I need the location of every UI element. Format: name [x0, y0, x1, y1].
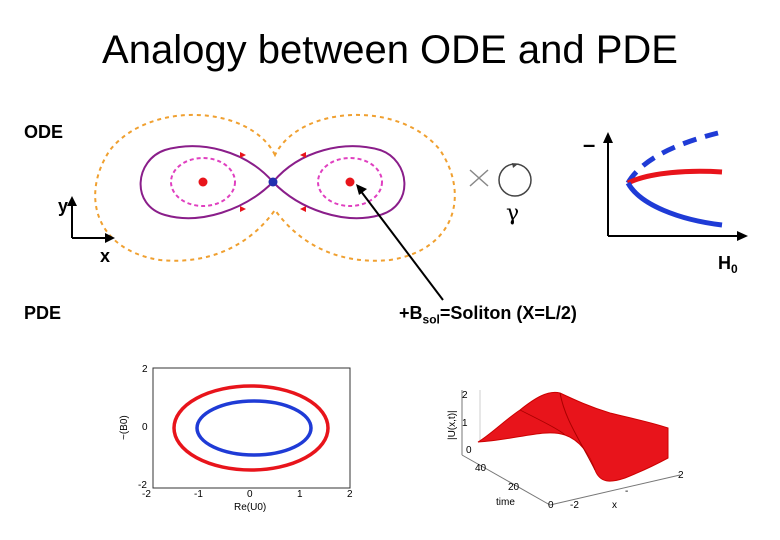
- gamma-label: γ: [506, 201, 519, 226]
- ztick-1: 1: [462, 418, 468, 429]
- xtick-2: 2: [347, 489, 353, 500]
- soliton-surface: [477, 391, 669, 482]
- flow-arrow-4: [300, 206, 306, 212]
- ytick-neg2: -2: [138, 480, 147, 491]
- stable-branch-upper: [626, 168, 723, 186]
- ode-label: ODE: [24, 122, 64, 142]
- dash-label: –: [583, 132, 595, 157]
- phase-portrait: [94, 113, 456, 262]
- ytick-2: 2: [142, 364, 148, 375]
- unstable-branch-dashed: [625, 130, 719, 185]
- annotation-rest: =Soliton (X=L/2): [439, 303, 577, 323]
- annotation-subscript: sol: [422, 312, 440, 327]
- xtick-0: 0: [247, 489, 253, 500]
- time-tick-0: 0: [548, 500, 554, 511]
- outer-orbit-red: [172, 384, 330, 472]
- pde-orbit-plot: 2 0 -2 -2 -1 0 1 2 Re(U0) ~(B0): [119, 364, 353, 513]
- surface-zlabel: |U(x,t)|: [447, 410, 458, 440]
- time-tick-40: 40: [475, 463, 487, 474]
- page-title: Analogy between ODE and PDE: [102, 28, 678, 72]
- axis-y-label: y: [58, 196, 68, 216]
- bifurcation-diagram: H0: [603, 130, 748, 276]
- outer-separatrix-orange: [94, 113, 456, 262]
- inner-orbit-blue: [195, 399, 313, 457]
- time-axis-label: time: [496, 497, 515, 508]
- flow-arrow-2: [300, 152, 306, 158]
- pde-label: PDE: [24, 303, 62, 323]
- ytick-0: 0: [142, 422, 148, 433]
- saddle-point: [268, 177, 278, 187]
- left-center-point: [198, 177, 208, 187]
- annotation-prefix: +B: [399, 303, 423, 323]
- orbit-ylabel: ~(B0): [119, 415, 130, 440]
- x-tick-mid: -: [625, 486, 628, 497]
- x-tick-2: 2: [678, 470, 684, 481]
- xtick-1: 1: [297, 489, 303, 500]
- right-inner-orbit: [317, 157, 383, 207]
- h0-axis-label: H0: [718, 253, 738, 276]
- stable-branch-lower: [625, 181, 723, 228]
- left-inner-orbit: [170, 157, 236, 207]
- xtick-neg2: -2: [142, 489, 151, 500]
- ztick-2: 2: [462, 390, 468, 401]
- soliton-pointer-arrow: [356, 184, 444, 301]
- ztick-0: 0: [466, 445, 472, 456]
- soliton-annotation: +Bsol=Soliton (X=L/2): [399, 303, 577, 327]
- x-tick-neg2: -2: [570, 500, 579, 511]
- gamma-symbol-group: γ: [469, 163, 532, 226]
- pde-surface-plot: 2 1 0 |U(x,t)| 40 20 0 time -2 - 2 x: [447, 390, 684, 511]
- x-axis-label: x: [612, 500, 617, 511]
- orbit-xlabel: Re(U0): [234, 502, 266, 513]
- flow-arrow-1: [240, 152, 246, 158]
- right-center-point: [345, 177, 355, 187]
- time-tick-20: 20: [508, 482, 520, 493]
- axis-x-label: x: [100, 246, 110, 266]
- xtick-neg1: -1: [194, 489, 203, 500]
- flow-arrow-3: [240, 206, 246, 212]
- ode-axes: y x: [58, 196, 115, 266]
